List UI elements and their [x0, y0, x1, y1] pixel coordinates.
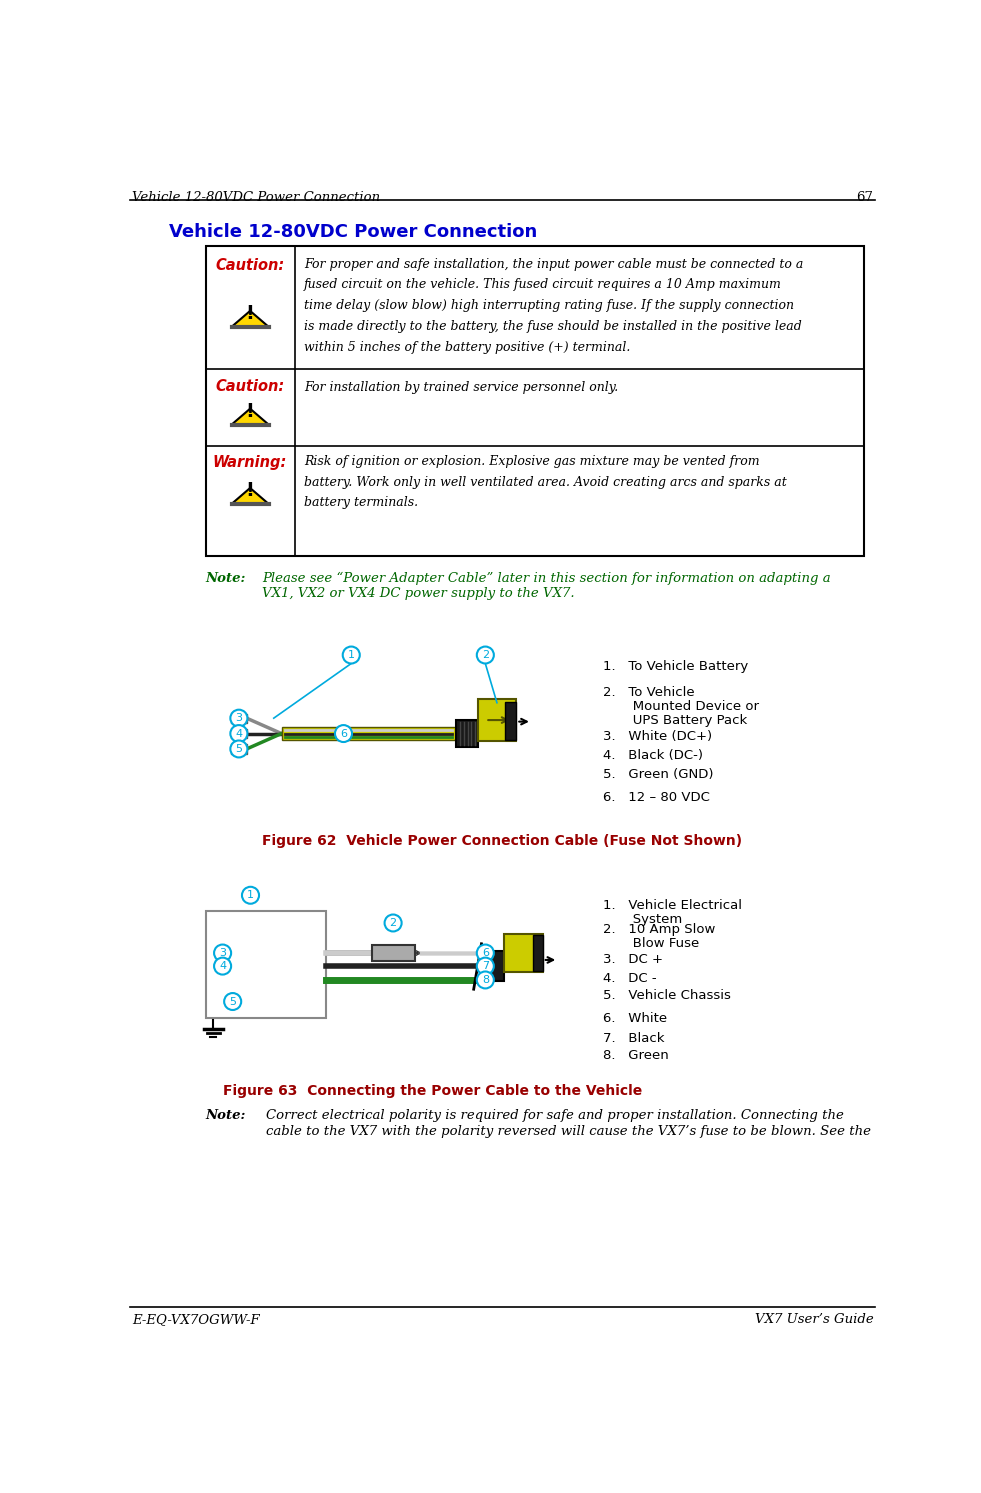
Text: 4.   DC -: 4. DC - [603, 972, 656, 985]
Circle shape [231, 741, 247, 757]
Text: Mounted Device or: Mounted Device or [603, 700, 759, 712]
Circle shape [335, 726, 352, 742]
Text: 7: 7 [482, 961, 489, 970]
Text: within 5 inches of the battery positive (+) terminal.: within 5 inches of the battery positive … [304, 340, 631, 354]
Text: 5.   Vehicle Chassis: 5. Vehicle Chassis [603, 990, 731, 1002]
Text: Warning:: Warning: [213, 455, 287, 470]
Text: Caution:: Caution: [216, 379, 284, 394]
Polygon shape [232, 409, 269, 424]
Text: 6: 6 [340, 729, 347, 739]
Text: time delay (slow blow) high interrupting rating fuse. If the supply connection: time delay (slow blow) high interrupting… [304, 299, 794, 312]
Text: cable to the VX7 with the polarity reversed will cause the VX7’s fuse to be blow: cable to the VX7 with the polarity rever… [266, 1124, 871, 1138]
Text: Correct electrical polarity is required for safe and proper installation. Connec: Correct electrical polarity is required … [266, 1109, 844, 1123]
Text: Caution:: Caution: [216, 258, 284, 273]
Text: 3.   DC +: 3. DC + [603, 953, 663, 966]
Text: !: ! [245, 305, 254, 322]
Text: For proper and safe installation, the input power cable must be connected to a: For proper and safe installation, the in… [304, 258, 803, 270]
Text: 4: 4 [235, 729, 242, 739]
Text: 1: 1 [347, 649, 355, 660]
Text: 4.   Black (DC-): 4. Black (DC-) [603, 749, 703, 761]
Text: 5: 5 [230, 996, 236, 1006]
Text: Vehicle 12-80VDC Power Connection: Vehicle 12-80VDC Power Connection [131, 191, 380, 203]
Bar [504, 933, 542, 972]
Text: battery terminals.: battery terminals. [304, 496, 418, 509]
Bar [456, 720, 478, 746]
Bar [232, 745, 246, 754]
Text: 2.   To Vehicle: 2. To Vehicle [603, 685, 695, 699]
Text: 67: 67 [856, 191, 874, 203]
Bar [372, 945, 415, 961]
Text: Note:: Note: [206, 572, 246, 585]
Circle shape [477, 945, 493, 961]
Text: Please see “Power Adapter Cable” later in this section for information on adapti: Please see “Power Adapter Cable” later i… [262, 572, 831, 585]
Text: 2.   10 Amp Slow: 2. 10 Amp Slow [603, 923, 715, 936]
Text: 4: 4 [219, 961, 227, 970]
Circle shape [477, 646, 493, 663]
Text: 6: 6 [482, 948, 489, 959]
Text: 3: 3 [219, 948, 226, 959]
Circle shape [242, 887, 259, 903]
Text: Figure 63  Connecting the Power Cable to the Vehicle: Figure 63 Connecting the Power Cable to … [223, 1084, 643, 1097]
Circle shape [477, 972, 493, 988]
Text: !: ! [245, 402, 254, 421]
Text: Vehicle 12-80VDC Power Connection: Vehicle 12-80VDC Power Connection [169, 222, 538, 240]
Text: 2: 2 [389, 918, 396, 929]
Polygon shape [232, 488, 269, 505]
Text: 8: 8 [482, 975, 489, 985]
Bar [534, 935, 542, 970]
Text: E-EQ-VX7OGWW-F: E-EQ-VX7OGWW-F [131, 1314, 260, 1326]
Circle shape [231, 709, 247, 727]
Text: Risk of ignition or explosion. Explosive gas mixture may be vented from: Risk of ignition or explosion. Explosive… [304, 455, 759, 467]
Text: VX7 User’s Guide: VX7 User’s Guide [754, 1314, 874, 1326]
Text: 3: 3 [235, 714, 242, 723]
Circle shape [385, 915, 401, 932]
Text: battery. Work only in well ventilated area. Avoid creating arcs and sparks at: battery. Work only in well ventilated ar… [304, 476, 787, 488]
Bar [487, 951, 504, 981]
Text: 2: 2 [482, 649, 489, 660]
Circle shape [214, 957, 232, 975]
Bar [232, 714, 246, 723]
Circle shape [224, 993, 241, 1009]
Circle shape [214, 945, 232, 961]
Text: System: System [603, 914, 683, 926]
Bar [504, 702, 516, 739]
Text: Note:: Note: [206, 1109, 246, 1123]
Text: 6.   White: 6. White [603, 1012, 667, 1026]
Text: 3.   White (DC+): 3. White (DC+) [603, 730, 712, 742]
Text: UPS Battery Pack: UPS Battery Pack [603, 714, 748, 727]
Text: 1: 1 [247, 890, 254, 900]
Text: is made directly to the battery, the fuse should be installed in the positive le: is made directly to the battery, the fus… [304, 320, 801, 333]
Circle shape [231, 726, 247, 742]
Bar [478, 699, 516, 741]
Text: For installation by trained service personnel only.: For installation by trained service pers… [304, 381, 618, 394]
Circle shape [477, 957, 493, 975]
Bar [282, 727, 456, 741]
Text: 1.   Vehicle Electrical: 1. Vehicle Electrical [603, 899, 742, 912]
Circle shape [342, 646, 360, 663]
Polygon shape [232, 311, 269, 327]
Text: 6.   12 – 80 VDC: 6. 12 – 80 VDC [603, 791, 710, 805]
Text: 5.   Green (GND): 5. Green (GND) [603, 769, 713, 781]
Text: 7.   Black: 7. Black [603, 1032, 664, 1045]
Text: fused circuit on the vehicle. This fused circuit requires a 10 Amp maximum: fused circuit on the vehicle. This fused… [304, 279, 782, 291]
Text: !: ! [245, 481, 254, 500]
Text: Blow Fuse: Blow Fuse [603, 936, 699, 950]
Text: VX1, VX2 or VX4 DC power supply to the VX7.: VX1, VX2 or VX4 DC power supply to the V… [262, 587, 575, 600]
Text: 5: 5 [235, 744, 242, 754]
Text: 8.   Green: 8. Green [603, 1050, 669, 1062]
Text: Figure 62  Vehicle Power Connection Cable (Fuse Not Shown): Figure 62 Vehicle Power Connection Cable… [262, 833, 743, 848]
Bar [232, 729, 246, 738]
Bar [206, 246, 864, 557]
Bar [206, 911, 326, 1018]
Text: 1.   To Vehicle Battery: 1. To Vehicle Battery [603, 660, 749, 673]
